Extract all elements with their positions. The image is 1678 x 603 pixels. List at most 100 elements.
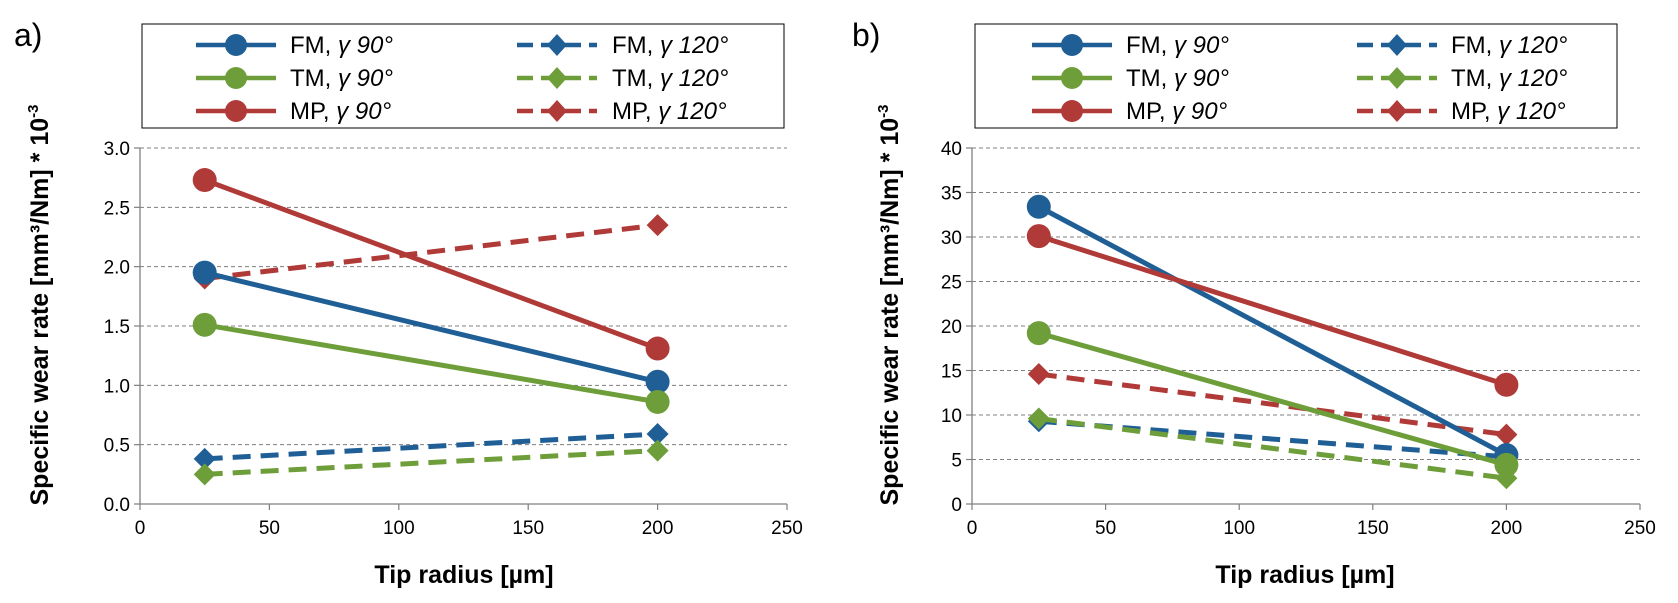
y-tick-label: 1.5 bbox=[104, 317, 130, 338]
x-tick-label: 100 bbox=[1223, 518, 1255, 539]
legend-label-angle: γ 90° bbox=[338, 65, 393, 92]
x-tick-label: 0 bbox=[967, 518, 978, 539]
svg-text:MP, γ 120°: MP, γ 120° bbox=[1451, 98, 1566, 125]
data-point bbox=[645, 336, 670, 361]
svg-text:MP, γ 90°: MP, γ 90° bbox=[1126, 98, 1228, 125]
data-point bbox=[1027, 407, 1050, 430]
y-tick-label: 35 bbox=[941, 184, 962, 205]
data-point bbox=[646, 439, 669, 462]
legend-swatch-marker bbox=[1387, 67, 1407, 89]
legend-swatch-marker bbox=[1061, 67, 1083, 89]
legend-label-material: FM bbox=[612, 32, 647, 59]
svg-text:TM, γ 120°: TM, γ 120° bbox=[612, 65, 729, 92]
x-tick-label: 150 bbox=[512, 518, 544, 539]
legend-label-angle: γ 120° bbox=[660, 65, 729, 92]
data-point bbox=[645, 389, 670, 414]
x-tick-label: 100 bbox=[383, 518, 415, 539]
legend-swatch-marker bbox=[225, 34, 247, 56]
legend-label-material: TM bbox=[290, 65, 325, 92]
y-tick-label: 3.0 bbox=[104, 139, 130, 160]
legend: FM, γ 90° FM, γ 120° TM, γ 90° TM, γ 120… bbox=[141, 23, 785, 129]
x-tick-label: 0 bbox=[135, 518, 146, 539]
data-point bbox=[1026, 224, 1051, 249]
svg-text:FM, γ 90°: FM, γ 90° bbox=[290, 32, 393, 59]
y-tick-label: 0 bbox=[951, 495, 962, 516]
data-point bbox=[1026, 194, 1051, 219]
series-line bbox=[202, 322, 661, 405]
legend-label-angle: γ 120° bbox=[1497, 98, 1566, 125]
legend-label-material: TM bbox=[1126, 65, 1161, 92]
y-axis-title: Specific wear rate [mm³/Nm] * 10-3 bbox=[875, 105, 904, 506]
y-tick-label: 2.5 bbox=[104, 198, 130, 219]
legend-label-angle: γ 90° bbox=[336, 98, 391, 125]
series-line bbox=[1036, 233, 1509, 388]
legend-swatch-marker bbox=[1387, 100, 1407, 122]
data-point bbox=[192, 260, 217, 285]
legend-label-angle: γ 90° bbox=[338, 32, 393, 59]
y-axis-title-text: Specific wear rate [mm³/Nm] * 10 bbox=[876, 118, 904, 506]
y-axis-title-exponent: -3 bbox=[875, 105, 892, 118]
x-tick-label: 250 bbox=[771, 518, 803, 539]
y-tick-label: 1.0 bbox=[104, 376, 130, 397]
series-line bbox=[1038, 418, 1507, 460]
legend-swatch-marker bbox=[547, 34, 567, 56]
y-axis-title-exponent: -3 bbox=[25, 105, 42, 118]
y-axis-title: Specific wear rate [mm³/Nm] * 10-3 bbox=[25, 105, 54, 506]
plot-area: 0 5 10 15 20 25 30 35 40 0 50 100 150 200 250 bbox=[941, 139, 1656, 539]
x-tick-label: 250 bbox=[1624, 518, 1656, 539]
series-line bbox=[1038, 416, 1507, 481]
legend-label-angle: γ 120° bbox=[660, 32, 729, 59]
svg-text:FM, γ 90°: FM, γ 90° bbox=[1126, 32, 1229, 59]
y-tick-label: 20 bbox=[941, 317, 962, 338]
legend-swatch-marker bbox=[1387, 34, 1407, 56]
svg-text:TM, γ 90°: TM, γ 90° bbox=[1126, 65, 1229, 92]
y-tick-label: 15 bbox=[941, 362, 962, 383]
legend-swatch-marker bbox=[1061, 34, 1083, 56]
data-point bbox=[193, 447, 216, 470]
x-tick-label: 50 bbox=[259, 518, 280, 539]
legend-label-material: MP bbox=[1126, 98, 1161, 125]
legend-label-material: FM bbox=[1126, 32, 1161, 59]
legend-label-material: MP bbox=[612, 98, 647, 125]
legend: FM, γ 90° FM, γ 120° TM, γ 90° TM, γ 120… bbox=[974, 23, 1618, 129]
x-axis-title: Tip radius [µm] bbox=[374, 561, 553, 589]
legend-label-material: MP bbox=[1451, 98, 1486, 125]
series-line bbox=[1036, 330, 1509, 468]
y-tick-label: 10 bbox=[941, 406, 962, 427]
legend-label-angle: γ 90° bbox=[1172, 98, 1227, 125]
svg-text:TM, γ 90°: TM, γ 90° bbox=[290, 65, 393, 92]
svg-text:MP, γ 90°: MP, γ 90° bbox=[290, 98, 392, 125]
series-line bbox=[1038, 371, 1507, 438]
y-tick-label: 0.5 bbox=[104, 436, 130, 457]
legend-label-angle: γ 120° bbox=[1499, 65, 1568, 92]
data-point bbox=[192, 312, 217, 337]
data-point bbox=[1027, 363, 1050, 386]
legend-swatch-marker bbox=[547, 100, 567, 122]
svg-text:FM, γ 120°: FM, γ 120° bbox=[612, 32, 729, 59]
data-point bbox=[1494, 452, 1519, 477]
plot-area: 0.0 0.5 1.0 1.5 2.0 2.5 3.0 0 50 100 150 200 250 bbox=[104, 139, 803, 539]
legend-label-material: TM bbox=[1451, 65, 1486, 92]
x-tick-label: 150 bbox=[1357, 518, 1389, 539]
legend-label-material: MP bbox=[290, 98, 325, 125]
data-point bbox=[646, 214, 669, 237]
panel-label: b) bbox=[852, 17, 880, 53]
svg-text:FM, γ 120°: FM, γ 120° bbox=[1451, 32, 1568, 59]
x-tick-label: 200 bbox=[642, 518, 674, 539]
y-tick-label: 25 bbox=[941, 273, 962, 294]
y-axis-title-text: Specific wear rate [mm³/Nm] * 10 bbox=[26, 118, 54, 506]
data-point bbox=[192, 168, 217, 193]
legend-label-material: FM bbox=[1451, 32, 1486, 59]
series-line bbox=[204, 448, 658, 477]
y-tick-label: 0.0 bbox=[104, 495, 130, 516]
data-point bbox=[193, 463, 216, 486]
legend-label-angle: γ 120° bbox=[1499, 32, 1568, 59]
data-point bbox=[645, 369, 670, 394]
x-tick-label: 200 bbox=[1491, 518, 1523, 539]
y-tick-label: 5 bbox=[951, 451, 962, 472]
data-point bbox=[1026, 321, 1051, 346]
data-point bbox=[1495, 423, 1518, 446]
svg-text:TM, γ 120°: TM, γ 120° bbox=[1451, 65, 1568, 92]
series-line bbox=[1036, 204, 1509, 458]
